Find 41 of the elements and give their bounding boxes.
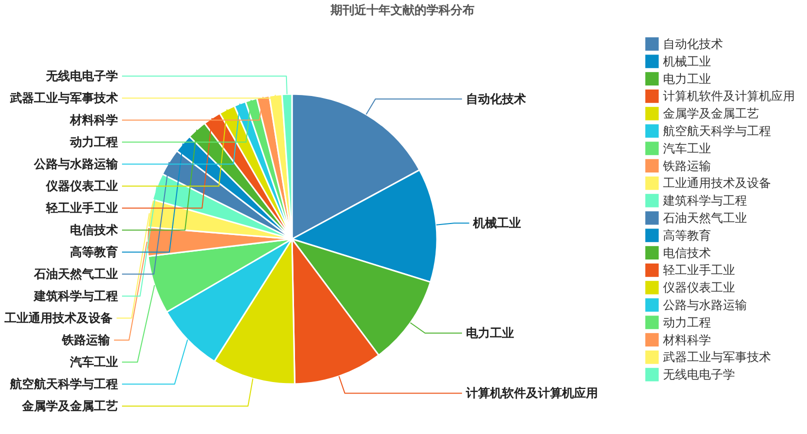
- slice-label: 公路与水路运输: [33, 157, 119, 172]
- slice-label: 仪器仪表工业: [45, 179, 118, 194]
- slice-label: 动力工程: [69, 135, 118, 150]
- slice-label: 轻工业手工业: [45, 201, 118, 216]
- slice-label: 电力工业: [466, 326, 514, 340]
- slice-label: 工业通用技术及设备: [4, 311, 113, 326]
- slice-label: 金属学及金属工艺: [21, 399, 118, 414]
- slice-label: 电信技术: [70, 223, 118, 238]
- slice-label: 无线电电子学: [45, 69, 118, 84]
- slice-label: 自动化技术: [466, 92, 526, 106]
- legend-label: 动力工程: [663, 315, 711, 330]
- slice-label: 计算机软件及计算机应用: [465, 386, 598, 400]
- slice-label: 铁路运输: [61, 333, 112, 348]
- legend-label: 电信技术: [663, 246, 711, 260]
- chart-title: 期刊近十年文献的学科分布: [330, 3, 474, 17]
- legend-label: 轻工业手工业: [663, 263, 735, 278]
- legend-label: 武器工业与军事技术: [663, 350, 771, 364]
- slice-label: 武器工业与军事技术: [9, 91, 118, 106]
- legend-label: 电力工业: [663, 72, 711, 86]
- legend-label: 铁路运输: [662, 158, 711, 173]
- slice-label: 航空航天科学与工程: [9, 377, 118, 392]
- legend-label: 公路与水路运输: [663, 298, 747, 312]
- slice-label: 汽车工业: [69, 355, 118, 370]
- legend-label: 材料科学: [662, 332, 711, 347]
- slice-label: 建筑科学与工程: [33, 289, 118, 304]
- slice-label: 机械工业: [472, 216, 522, 230]
- legend-label: 航空航天科学与工程: [663, 124, 771, 138]
- slice-label: 材料科学: [69, 113, 118, 128]
- legend-label: 无线电电子学: [663, 368, 735, 382]
- legend-label: 机械工业: [663, 54, 711, 68]
- legend-label: 石油天然气工业: [663, 211, 747, 225]
- legend-label: 仪器仪表工业: [663, 280, 735, 295]
- legend-label: 建筑科学与工程: [662, 194, 747, 208]
- legend-label: 计算机软件及计算机应用: [663, 89, 795, 104]
- legend-label: 金属学及金属工艺: [663, 106, 759, 121]
- legend-label: 自动化技术: [663, 37, 723, 51]
- legend-label: 工业通用技术及设备: [663, 176, 771, 190]
- legend-label: 汽车工业: [663, 141, 711, 156]
- legend-label: 高等教育: [663, 228, 711, 242]
- slice-label: 石油天然气工业: [33, 267, 118, 282]
- slice-label: 高等教育: [70, 245, 118, 260]
